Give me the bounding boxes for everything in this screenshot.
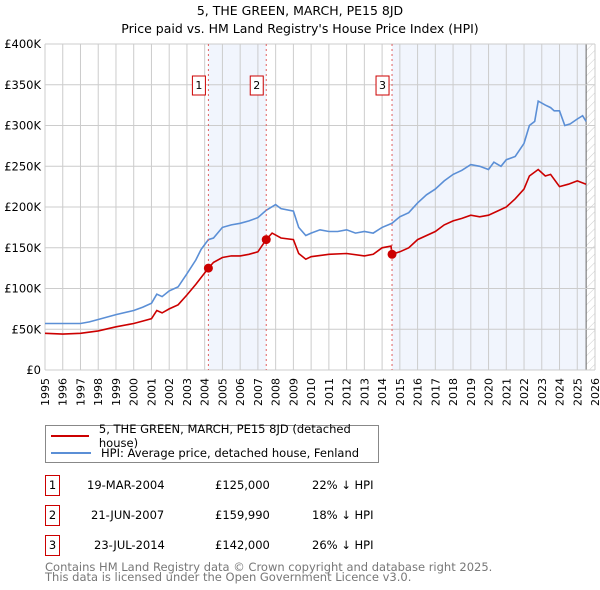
x-tick-label: 2004: [199, 378, 212, 406]
sale-point: [261, 235, 271, 245]
y-tick-label: £400K: [4, 37, 41, 51]
chart-title: 5, THE GREEN, MARCH, PE15 8JD: [196, 3, 404, 18]
x-tick-label: 2025: [571, 378, 584, 406]
x-tick-label: 2021: [500, 378, 513, 406]
legend-swatch: [51, 435, 89, 437]
x-tick-label: 1998: [92, 378, 105, 406]
footer-licence: This data is licensed under the Open Gov…: [45, 570, 412, 584]
y-tick-label: £0: [26, 363, 41, 377]
legend-label: HPI: Average price, detached house, Fenl…: [101, 446, 360, 460]
x-tick-label: 2001: [145, 378, 158, 406]
y-tick-label: £200K: [4, 200, 41, 214]
x-tick-label: 2010: [305, 378, 318, 406]
x-tick-label: 2018: [447, 378, 460, 406]
x-tick-label: 2020: [483, 378, 496, 406]
x-tick-label: 2006: [234, 378, 247, 406]
x-tick-label: 2011: [323, 378, 336, 406]
x-tick-label: 1995: [39, 378, 52, 406]
series-line: [45, 99, 587, 325]
sale-label-box: [375, 75, 390, 96]
x-tick-label: 2017: [429, 378, 442, 406]
x-tick-label: 2015: [394, 378, 407, 406]
x-tick-label: 2007: [252, 378, 265, 406]
sale-hpi-diff: 18% ↓ HPI: [312, 508, 374, 522]
x-tick-label: 2023: [536, 378, 549, 406]
x-tick-label: 2019: [465, 378, 478, 406]
x-tick-label: 2002: [163, 378, 176, 406]
sale-price: £125,000: [215, 478, 270, 492]
x-tick-label: 2024: [554, 378, 567, 406]
sale-number: 2: [45, 505, 60, 526]
sale-date: 21-JUN-2007: [91, 508, 165, 522]
sale-label: 3: [379, 79, 386, 92]
sale-label: 2: [253, 79, 260, 92]
sale-hpi-diff: 26% ↓ HPI: [312, 538, 374, 552]
y-tick-label: £150K: [4, 241, 41, 255]
x-tick-label: 2013: [358, 378, 371, 406]
sale-point: [203, 263, 213, 273]
x-tick-label: 2008: [270, 378, 283, 406]
x-tick-label: 2003: [181, 378, 194, 406]
chart-subtitle: Price paid vs. HM Land Registry's House …: [121, 21, 479, 36]
x-tick-label: 1996: [57, 378, 70, 406]
x-tick-label: 2016: [412, 378, 425, 406]
y-tick-label: £250K: [4, 159, 41, 173]
sale-date: 23-JUL-2014: [94, 538, 165, 552]
legend-item-property: 5, THE GREEN, MARCH, PE15 8JD (detached …: [51, 422, 378, 450]
x-tick-label: 2014: [376, 378, 389, 406]
sale-price: £159,990: [215, 508, 270, 522]
x-tick-label: 2000: [128, 378, 141, 406]
legend-item-hpi: HPI: Average price, detached house, Fenl…: [51, 445, 359, 461]
x-tick-label: 1997: [74, 378, 87, 406]
sale-number: 3: [45, 535, 60, 556]
sale-number: 1: [45, 475, 60, 496]
x-tick-label: 2026: [589, 378, 600, 406]
y-tick-label: £100K: [4, 282, 41, 296]
legend: 5, THE GREEN, MARCH, PE15 8JD (detached …: [45, 422, 379, 463]
y-tick-label: £350K: [4, 78, 41, 92]
sale-price: £142,000: [215, 538, 270, 552]
legend-swatch: [51, 452, 91, 454]
legend-label: 5, THE GREEN, MARCH, PE15 8JD (detached …: [98, 422, 351, 450]
x-tick-label: 2012: [341, 378, 354, 406]
x-tick-label: 2022: [518, 378, 531, 406]
sale-label-box: [249, 75, 264, 96]
sale-label: 1: [195, 79, 202, 92]
sale-hpi-diff: 22% ↓ HPI: [312, 478, 374, 492]
y-tick-label: £300K: [4, 119, 41, 133]
sale-label-box: [191, 75, 206, 96]
x-tick-label: 2005: [216, 378, 229, 406]
y-tick-label: £50K: [12, 322, 42, 336]
sale-date: 19-MAR-2004: [87, 478, 165, 492]
x-tick-label: 1999: [110, 378, 123, 406]
x-tick-label: 2009: [287, 378, 300, 406]
price-chart: 1995 1996 1997 1998 1999 2000 2001 2002 2003 2004…: [4, 37, 600, 406]
series-line: [44, 168, 587, 335]
footer-copyright: Contains HM Land Registry data © Crown c…: [45, 560, 493, 574]
sale-point: [387, 249, 397, 259]
